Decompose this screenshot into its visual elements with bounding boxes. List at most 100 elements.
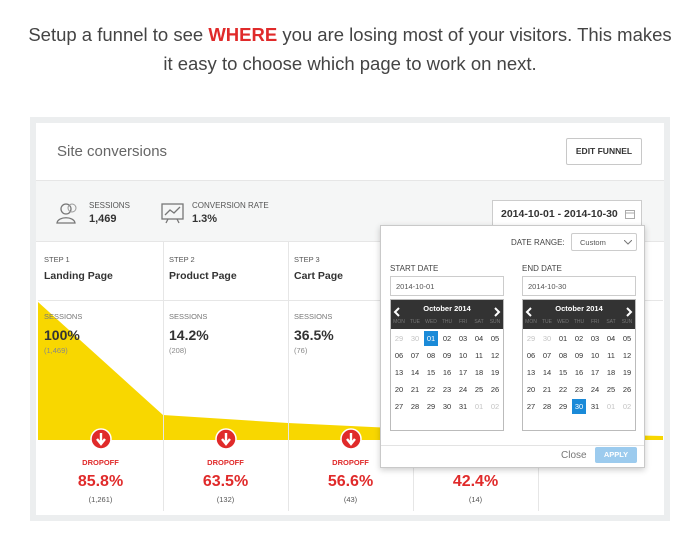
calendar-day[interactable]: 01 [474,402,484,411]
calendar-day[interactable]: 12 [490,351,500,360]
calendar-day[interactable]: 10 [590,351,600,360]
apply-button[interactable]: APPLY [595,447,637,463]
nav-arrows[interactable] [391,307,503,317]
calendar-day[interactable]: 16 [442,368,452,377]
calendar-day[interactable]: 01 [606,402,616,411]
calendar-day[interactable]: 20 [394,385,404,394]
date-input[interactable]: 2014-10-01 [390,276,504,296]
calendar-day[interactable]: 31 [458,402,468,411]
dropoff-label: DROPOFF [207,458,244,467]
calendar-day[interactable]: 18 [474,368,484,377]
calendar-day[interactable]: 05 [622,334,632,343]
calendar-day[interactable]: 18 [606,368,616,377]
calendar-day[interactable]: 02 [622,402,632,411]
calendar-day[interactable]: 29 [558,402,568,411]
calendar-day[interactable]: 29 [426,402,436,411]
dropoff-percent: 63.5% [202,473,249,490]
calendar-day[interactable]: 29 [394,334,404,343]
calendar-day[interactable]: 20 [526,385,536,394]
calendar-day[interactable]: 07 [410,351,420,360]
calendar-day[interactable]: 04 [474,334,484,343]
calendar-day[interactable]: 24 [458,385,468,394]
calendar-day[interactable]: 01 [424,331,438,346]
calendar-day[interactable]: 22 [426,385,436,394]
calendar-day[interactable]: 21 [542,385,552,394]
calendar-day[interactable]: 13 [526,368,536,377]
date-input[interactable]: 2014-10-30 [522,276,636,296]
calendar-day[interactable]: 28 [410,402,420,411]
calendar-arrows [391,304,503,317]
calendar-day[interactable]: 25 [606,385,616,394]
calendar-day[interactable]: 11 [475,351,483,360]
dropoff-arrow [339,428,362,450]
calendar-day[interactable]: 03 [458,334,468,343]
calendar-month: October 2014 [555,304,603,313]
calendar-day[interactable]: 13 [394,368,404,377]
dropoff-arrow [89,428,112,450]
calendar-day[interactable]: 30 [410,334,420,343]
date-range-value: Custom [580,238,606,247]
stat-value: 1,469 [89,213,117,225]
calendar-day[interactable]: 30 [442,402,452,411]
nav-arrows[interactable] [523,307,635,317]
calendar-day[interactable]: 26 [490,385,500,394]
calendar-day[interactable]: 10 [458,351,468,360]
calendar-day[interactable]: 09 [574,351,584,360]
calendar-day[interactable]: 27 [394,402,404,411]
calendar-day[interactable]: 15 [426,368,436,377]
calendar-day[interactable]: 21 [410,385,420,394]
sessions-percent: 100% [44,327,80,343]
calendar-day[interactable]: 17 [590,368,600,377]
calendar-day[interactable]: 03 [590,334,600,343]
sessions-label: SESSIONS [169,312,208,321]
calendar-day[interactable]: 02 [574,334,584,343]
date-field[interactable]: 2014-10-01 - 2014-10-30 [492,200,642,227]
calendar-day[interactable]: 11 [607,351,615,360]
calendar-day[interactable]: 25 [474,385,484,394]
calendar-day[interactable]: 26 [622,385,632,394]
calendar-day[interactable]: 08 [558,351,568,360]
calendar-day[interactable]: 02 [442,334,452,343]
calendar-day[interactable]: 01 [558,334,568,343]
calendar-day[interactable]: 29 [526,334,536,343]
step-name: Product Page [169,270,237,282]
calendar-day[interactable]: 31 [590,402,600,411]
calendar-day[interactable]: 19 [490,368,500,377]
calendar-day[interactable]: 23 [442,385,452,394]
step-number: STEP 3 [294,255,320,264]
calendar-day[interactable]: 06 [526,351,536,360]
calendar-day[interactable]: 12 [622,351,632,360]
calendar-day[interactable]: 17 [458,368,468,377]
calendar-day[interactable]: 24 [590,385,600,394]
calendar-day[interactable]: 02 [490,402,500,411]
dropoff-icon [89,428,112,450]
weekday: TUE [542,319,552,325]
calendar-day[interactable]: 14 [410,368,420,377]
intro-highlight: WHERE [208,24,278,45]
calendar-day[interactable]: 22 [558,385,568,394]
close-button[interactable]: Close [561,450,587,461]
calendar-day[interactable]: 30 [572,399,586,414]
calendar-day[interactable]: 23 [574,385,584,394]
calendar-day[interactable]: 19 [622,368,632,377]
calendar-day[interactable]: 05 [490,334,500,343]
calendar-day[interactable]: 30 [542,334,552,343]
dropoff-icon [339,428,362,450]
panel-title: Site conversions [57,143,168,160]
date-range-select[interactable]: Custom [571,233,637,251]
calendar-day[interactable]: 16 [574,368,584,377]
calendar-day[interactable]: 07 [542,351,552,360]
popup-divider [381,445,644,446]
calendar-day[interactable]: 06 [394,351,404,360]
calendar-day[interactable]: 09 [442,351,452,360]
calendar-day[interactable]: 14 [542,368,552,377]
calendar: October 2014 MON TUE WED THU FRI SAT SUN 29 30 01 0… [390,299,504,431]
calendar-day[interactable]: 27 [526,402,536,411]
calendar-day[interactable]: 15 [558,368,568,377]
calendar-day[interactable]: 08 [426,351,436,360]
edit-funnel-button[interactable]: EDIT FUNNEL [566,138,642,165]
weekday: THU [573,319,585,325]
step-name: Cart Page [294,270,344,282]
calendar-day[interactable]: 04 [606,334,616,343]
calendar-day[interactable]: 28 [542,402,552,411]
